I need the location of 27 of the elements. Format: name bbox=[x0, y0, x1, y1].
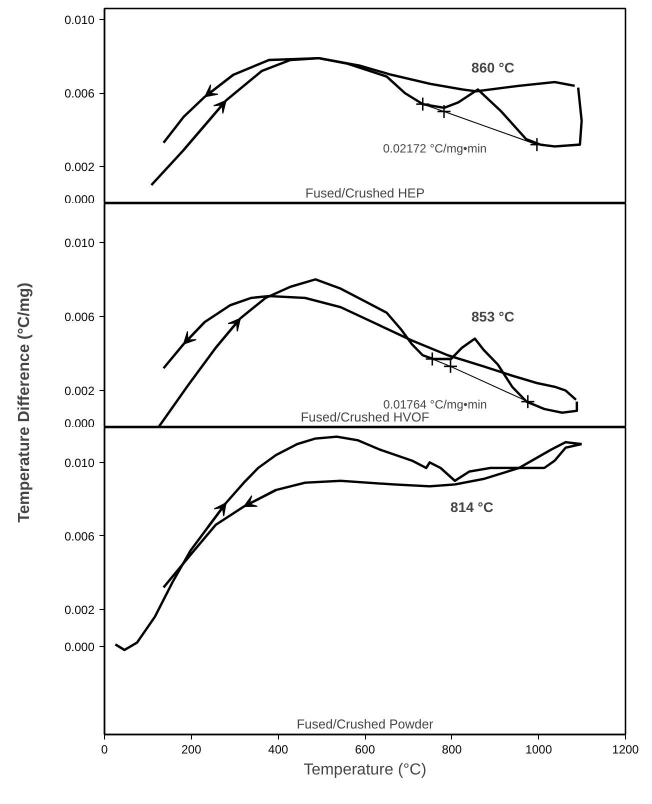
y-tick-label: 0.000 bbox=[64, 640, 95, 654]
annotation: 814 °C bbox=[450, 498, 494, 515]
y-tick-label: 0.006 bbox=[64, 529, 95, 544]
x-tick-label: 600 bbox=[354, 742, 376, 756]
text: Fused/Crushed Powder bbox=[296, 716, 434, 732]
y-tick-label: 0.006 bbox=[64, 310, 95, 324]
x-tick-label: 0 bbox=[101, 742, 108, 756]
y-tick-label: 0.010 bbox=[64, 236, 95, 250]
x-axis-title: Temperature (°C) bbox=[304, 762, 426, 778]
annotation: 0.01764 °C/mg•min bbox=[383, 397, 487, 412]
text: Fused/Crushed HEP bbox=[305, 186, 425, 200]
y-axis-title: Temperature Difference (°C/mg) bbox=[16, 282, 33, 522]
x-tick-label: 400 bbox=[268, 742, 289, 756]
x-tick-label: 800 bbox=[442, 742, 462, 756]
annotation: 853 °C bbox=[471, 308, 514, 325]
y-tick-label: 0.002 bbox=[64, 160, 95, 174]
y-tick-label: 0.002 bbox=[64, 384, 95, 398]
x-tick-label: 200 bbox=[181, 742, 202, 756]
y-tick-label: 0.002 bbox=[64, 602, 95, 617]
annotation: 0.02172 °C/mg•min bbox=[382, 141, 487, 156]
x-tick-label: 1000 bbox=[525, 742, 552, 756]
y-tick-label: 0.006 bbox=[64, 86, 95, 101]
text: Fused/Crushed HVOF bbox=[300, 410, 430, 424]
x-tick-label: 1200 bbox=[612, 742, 640, 756]
y-tick-label: 0.010 bbox=[64, 456, 95, 470]
y-tick-label: 0.010 bbox=[64, 13, 95, 28]
annotation: 860 °C bbox=[471, 59, 514, 76]
